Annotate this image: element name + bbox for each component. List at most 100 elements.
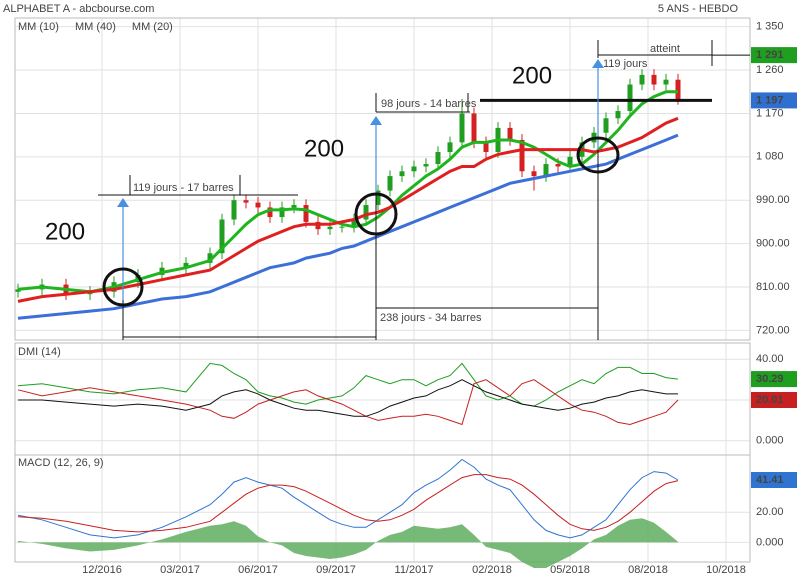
panel-title: MACD (12, 26, 9): [18, 457, 104, 469]
y-tick-label: 20.00: [756, 506, 784, 518]
value-badge-label: 41.41: [756, 474, 784, 486]
candle-body: [531, 171, 537, 177]
arrowhead: [592, 59, 604, 68]
series-line: [17, 116, 679, 303]
candle-body: [675, 79, 681, 99]
x-tick-label: 05/2018: [550, 564, 590, 576]
candle-body: [435, 152, 441, 165]
candle-body: [459, 113, 465, 143]
annotation: 200: [512, 62, 552, 89]
candle-body: [387, 176, 393, 191]
y-tick-label: 990.00: [756, 194, 790, 206]
y-tick-label: 720.00: [756, 324, 790, 336]
annotation: atteint: [650, 43, 680, 55]
series-line: [17, 379, 679, 426]
macd-frame: [14, 454, 751, 563]
candle-body: [603, 118, 609, 133]
annotation: 119 jours: [603, 58, 648, 70]
annotations: 200 119 jours - 17 barres 200 98 jours -…: [45, 40, 713, 340]
y-tick-label: 900.00: [756, 237, 790, 249]
series-line: [18, 379, 678, 417]
x-tick-label: 06/2017: [238, 564, 278, 576]
candle-body: [411, 166, 417, 172]
candle-body: [471, 113, 477, 143]
candle-body: [267, 207, 273, 218]
legend-entry: MM (20): [132, 21, 173, 33]
x-tick-label: 12/2016: [82, 564, 122, 576]
series-line: [17, 458, 679, 539]
candle-body: [663, 79, 669, 85]
circle: [354, 192, 398, 236]
y-tick-label: 1 170: [756, 107, 784, 119]
y-tick-label: 1 260: [756, 64, 784, 76]
y-tick-label: 1 080: [756, 151, 784, 163]
y-tick-label: 0.000: [756, 536, 784, 548]
value-badge-label: 20.01: [756, 394, 784, 406]
candle-body: [219, 219, 225, 254]
chart-subtitle: 5 ANS - HEBDO: [658, 3, 739, 15]
x-tick-label: 11/2017: [395, 564, 434, 576]
candle-body: [567, 156, 573, 167]
candle-body: [627, 84, 633, 112]
candle-body: [351, 219, 357, 227]
candle-body: [651, 74, 657, 85]
histogram-area: [18, 518, 678, 568]
circle: [576, 136, 620, 174]
price-badge: [751, 92, 797, 109]
y-tick-label: 1 350: [756, 21, 784, 33]
dmi-frame: [14, 342, 751, 456]
x-tick-label: 03/2017: [160, 564, 200, 576]
y-tick-label: 0.000: [756, 435, 784, 447]
annotation: 238 jours - 34 barres: [380, 312, 482, 324]
value-badge: [751, 391, 797, 408]
candle-body: [399, 171, 405, 177]
candle-body: [231, 200, 237, 220]
arrowhead: [117, 198, 129, 207]
candle-body: [507, 127, 513, 140]
candle-body: [519, 139, 525, 172]
x-tick-label: 02/2018: [472, 564, 512, 576]
value-badge: [751, 371, 797, 388]
candle-body: [375, 190, 381, 206]
candle-body: [15, 289, 21, 292]
series-line: [17, 90, 678, 294]
price-badge: [751, 47, 797, 64]
value-badge-label: 30.29: [756, 373, 784, 385]
circle: [102, 267, 144, 307]
annotation: 98 jours - 14 barres: [381, 98, 477, 110]
y-tick-label: 810.00: [756, 281, 790, 293]
candle-body: [363, 205, 369, 220]
candle-body: [447, 142, 453, 153]
candle-body: [183, 262, 189, 268]
candle-body: [339, 226, 345, 228]
grid: [15, 18, 750, 562]
annotation: 200: [304, 135, 344, 162]
candle-body: [327, 226, 333, 230]
arrowhead: [370, 116, 382, 125]
x-tick-label: 09/2017: [316, 564, 356, 576]
price-badge-label: 1 291: [756, 49, 784, 61]
candle-body: [303, 205, 309, 222]
candle-body: [207, 253, 213, 263]
candle-body: [639, 74, 645, 85]
candle-body: [291, 205, 297, 208]
candle-body: [543, 164, 549, 177]
annotation: 119 jours - 17 barres: [133, 182, 234, 194]
candle-body: [483, 142, 489, 153]
candle-body: [423, 164, 429, 167]
annotation: 200: [45, 218, 85, 245]
series-line: [17, 362, 679, 407]
x-tick-label: 08/2018: [628, 564, 668, 576]
candle-body: [555, 164, 561, 167]
candle-body: [243, 200, 249, 203]
series-line: [17, 474, 679, 533]
value-badge: [751, 472, 797, 489]
legend-entry: MM (40): [75, 21, 116, 33]
price-badge-label: 1 197: [756, 94, 784, 106]
legend-entry: MM (10): [18, 21, 59, 33]
y-tick-label: 40.00: [756, 353, 784, 365]
price-frame: [14, 17, 751, 341]
x-tick-label: 10/2018: [706, 564, 746, 576]
panel-title: DMI (14): [18, 346, 61, 358]
